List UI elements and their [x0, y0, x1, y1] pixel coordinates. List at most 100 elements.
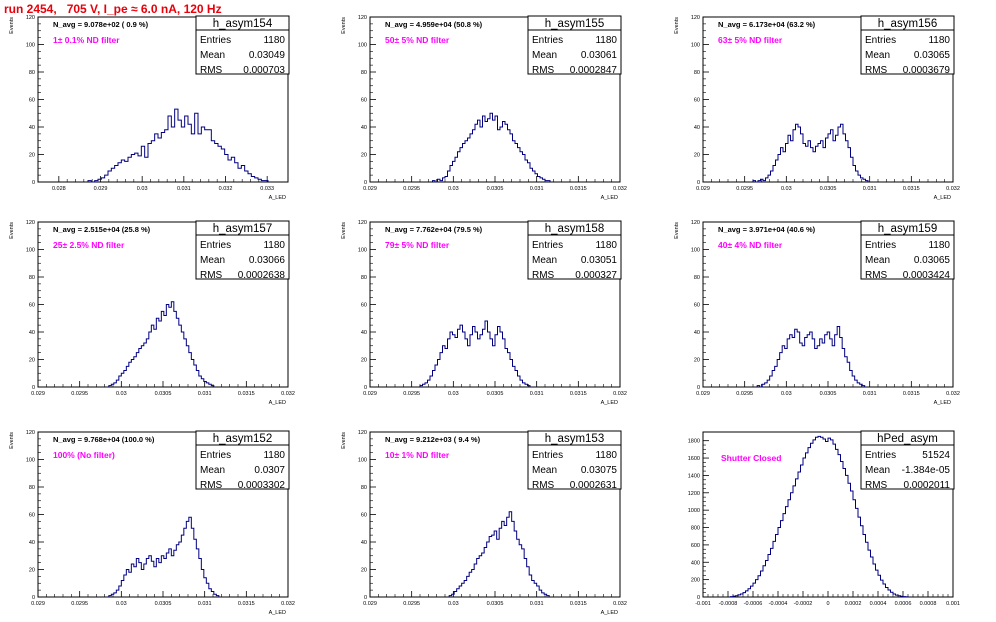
- x-tick-label: 0.029: [696, 391, 710, 397]
- x-tick-label: 0.0315: [570, 186, 587, 192]
- x-axis-label: A_LED: [269, 610, 286, 616]
- x-tick-label: 0.0305: [487, 391, 504, 397]
- y-tick-label: 60: [361, 98, 367, 104]
- stats-box: [527, 15, 622, 75]
- y-tick-label: 100: [358, 458, 367, 464]
- y-tick-label: 80: [361, 485, 367, 491]
- filter-label: Shutter Closed: [721, 453, 781, 463]
- stats-label-entries: Entries: [865, 450, 896, 461]
- y-tick-label: 20: [29, 358, 35, 364]
- filter-label: 100% (No filter): [53, 450, 115, 460]
- y-tick-label: 120: [26, 220, 35, 226]
- navg-label: N_avg = 9.212e+03 ( 9.4 %): [385, 435, 481, 444]
- y-tick-label: 80: [361, 70, 367, 76]
- x-axis-label: A_LED: [601, 610, 618, 616]
- stats-label-entries: Entries: [865, 240, 896, 251]
- x-tick-label: 0.0305: [155, 601, 172, 607]
- x-tick-label: 0.0295: [736, 391, 753, 397]
- y-axis-label: Events: [341, 222, 347, 239]
- y-tick-label: 0: [32, 595, 35, 601]
- x-tick-label: 0.029: [31, 601, 45, 607]
- x-tick-label: 0.032: [219, 186, 233, 192]
- y-tick-label: 20: [361, 568, 367, 574]
- x-tick-label: 0.0295: [403, 186, 420, 192]
- run-title: run 2454, 705 V, I_pe ≈ 6.0 nA, 120 Hz: [4, 2, 222, 16]
- y-tick-label: 80: [29, 70, 35, 76]
- y-axis-label: Events: [341, 432, 347, 449]
- stats-value-rms: 0.0002638: [238, 270, 286, 281]
- histogram-pad-h_asym156: 0 20 40 60 80 100 120 0.029 0.0295 0.03 0.0305 0.03…: [674, 15, 960, 201]
- histogram-pad-hPed_asym: 0 200 400 600 800 1000 1200 1400 1600 1800 -0.001 -…: [688, 430, 960, 607]
- x-tick-label: 0.03: [448, 601, 459, 607]
- filter-label: 1± 0.1% ND filter: [53, 35, 120, 45]
- x-tick-label: 0.032: [613, 391, 627, 397]
- histogram-name: h_asym156: [878, 18, 937, 30]
- x-tick-label: 0.032: [946, 391, 960, 397]
- y-axis-label: Events: [674, 17, 680, 34]
- stats-label-rms: RMS: [200, 480, 223, 491]
- histogram-pad-h_asym158: 0 20 40 60 80 100 120 0.029 0.0295 0.03 0.0305 0.03…: [341, 220, 627, 406]
- histogram-series: [108, 516, 220, 597]
- histogram-pad-h_asym159: 0 20 40 60 80 100 120 0.029 0.0295 0.03 0.0305 0.03…: [674, 220, 960, 406]
- stats-value-entries: 1180: [263, 450, 285, 461]
- y-tick-label: 40: [694, 330, 700, 336]
- x-tick-label: 0.03: [116, 601, 127, 607]
- x-tick-label: 0.0315: [903, 186, 920, 192]
- y-tick-label: 60: [361, 513, 367, 519]
- x-tick-label: 0.032: [281, 601, 295, 607]
- stats-label-rms: RMS: [532, 480, 555, 491]
- x-tick-label: 0.03: [137, 186, 148, 192]
- navg-label: N_avg = 4.959e+04 (50.8 %): [385, 20, 483, 29]
- y-tick-label: 60: [29, 303, 35, 309]
- filter-label: 79± 5% ND filter: [385, 240, 450, 250]
- stats-value-mean: 0.03065: [914, 255, 951, 266]
- y-tick-label: 100: [691, 248, 700, 254]
- x-tick-label: 0: [826, 601, 829, 607]
- x-tick-label: 0.031: [530, 186, 544, 192]
- stats-label-entries: Entries: [200, 450, 231, 461]
- stats-label-rms: RMS: [865, 480, 888, 491]
- histogram-series: [432, 112, 551, 183]
- stats-label-mean: Mean: [532, 50, 557, 61]
- stats-value-rms: 0.0003424: [903, 270, 951, 281]
- stats-value-rms: 0.0002011: [903, 480, 950, 491]
- histogram-pad-h_asym154: 0 20 40 60 80 100 120 0.028 0.029 0.03 0.031 0.032 0…: [9, 15, 290, 201]
- y-tick-label: 1400: [688, 473, 700, 479]
- filter-label: 25± 2.5% ND filter: [53, 240, 125, 250]
- x-tick-label: 0.0315: [570, 391, 587, 397]
- y-tick-label: 60: [29, 98, 35, 104]
- y-tick-label: 40: [361, 540, 367, 546]
- stats-label-mean: Mean: [200, 465, 225, 476]
- stats-label-entries: Entries: [865, 35, 896, 46]
- y-tick-label: 20: [694, 358, 700, 364]
- filter-label: 10± 1% ND filter: [385, 450, 450, 460]
- y-tick-label: 1200: [688, 491, 700, 497]
- y-tick-label: 200: [691, 578, 700, 584]
- x-tick-label: 0.029: [363, 391, 377, 397]
- histogram-name: hPed_asym: [877, 433, 938, 445]
- x-tick-label: 0.0004: [870, 601, 887, 607]
- navg-label: N_avg = 9.768e+04 (100.0 %): [53, 435, 155, 444]
- y-tick-label: 20: [29, 153, 35, 159]
- y-tick-label: 120: [358, 15, 367, 21]
- stats-label-mean: Mean: [200, 50, 225, 61]
- y-axis-label: Events: [9, 17, 15, 34]
- x-tick-label: 0.032: [613, 601, 627, 607]
- y-tick-label: 120: [691, 15, 700, 21]
- x-tick-label: 0.029: [31, 391, 45, 397]
- x-tick-label: 0.0315: [238, 391, 255, 397]
- stats-box: [860, 430, 955, 490]
- y-tick-label: 100: [26, 248, 35, 254]
- navg-label: N_avg = 6.173e+04 (63.2 %): [718, 20, 816, 29]
- x-tick-label: 0.031: [198, 391, 212, 397]
- histogram-pad-h_asym152: 0 20 40 60 80 100 120 0.029 0.0295 0.03 0.0305 0.03…: [9, 430, 295, 616]
- y-tick-label: 80: [29, 485, 35, 491]
- stats-value-rms: 0.0002847: [570, 65, 618, 76]
- y-tick-label: 0: [697, 385, 700, 391]
- stats-value-mean: -1.384e-05: [902, 465, 951, 476]
- y-tick-label: 80: [694, 70, 700, 76]
- stats-value-entries: 1180: [595, 35, 617, 46]
- x-tick-label: 0.0305: [155, 391, 172, 397]
- stats-label-entries: Entries: [200, 35, 231, 46]
- y-tick-label: 60: [694, 303, 700, 309]
